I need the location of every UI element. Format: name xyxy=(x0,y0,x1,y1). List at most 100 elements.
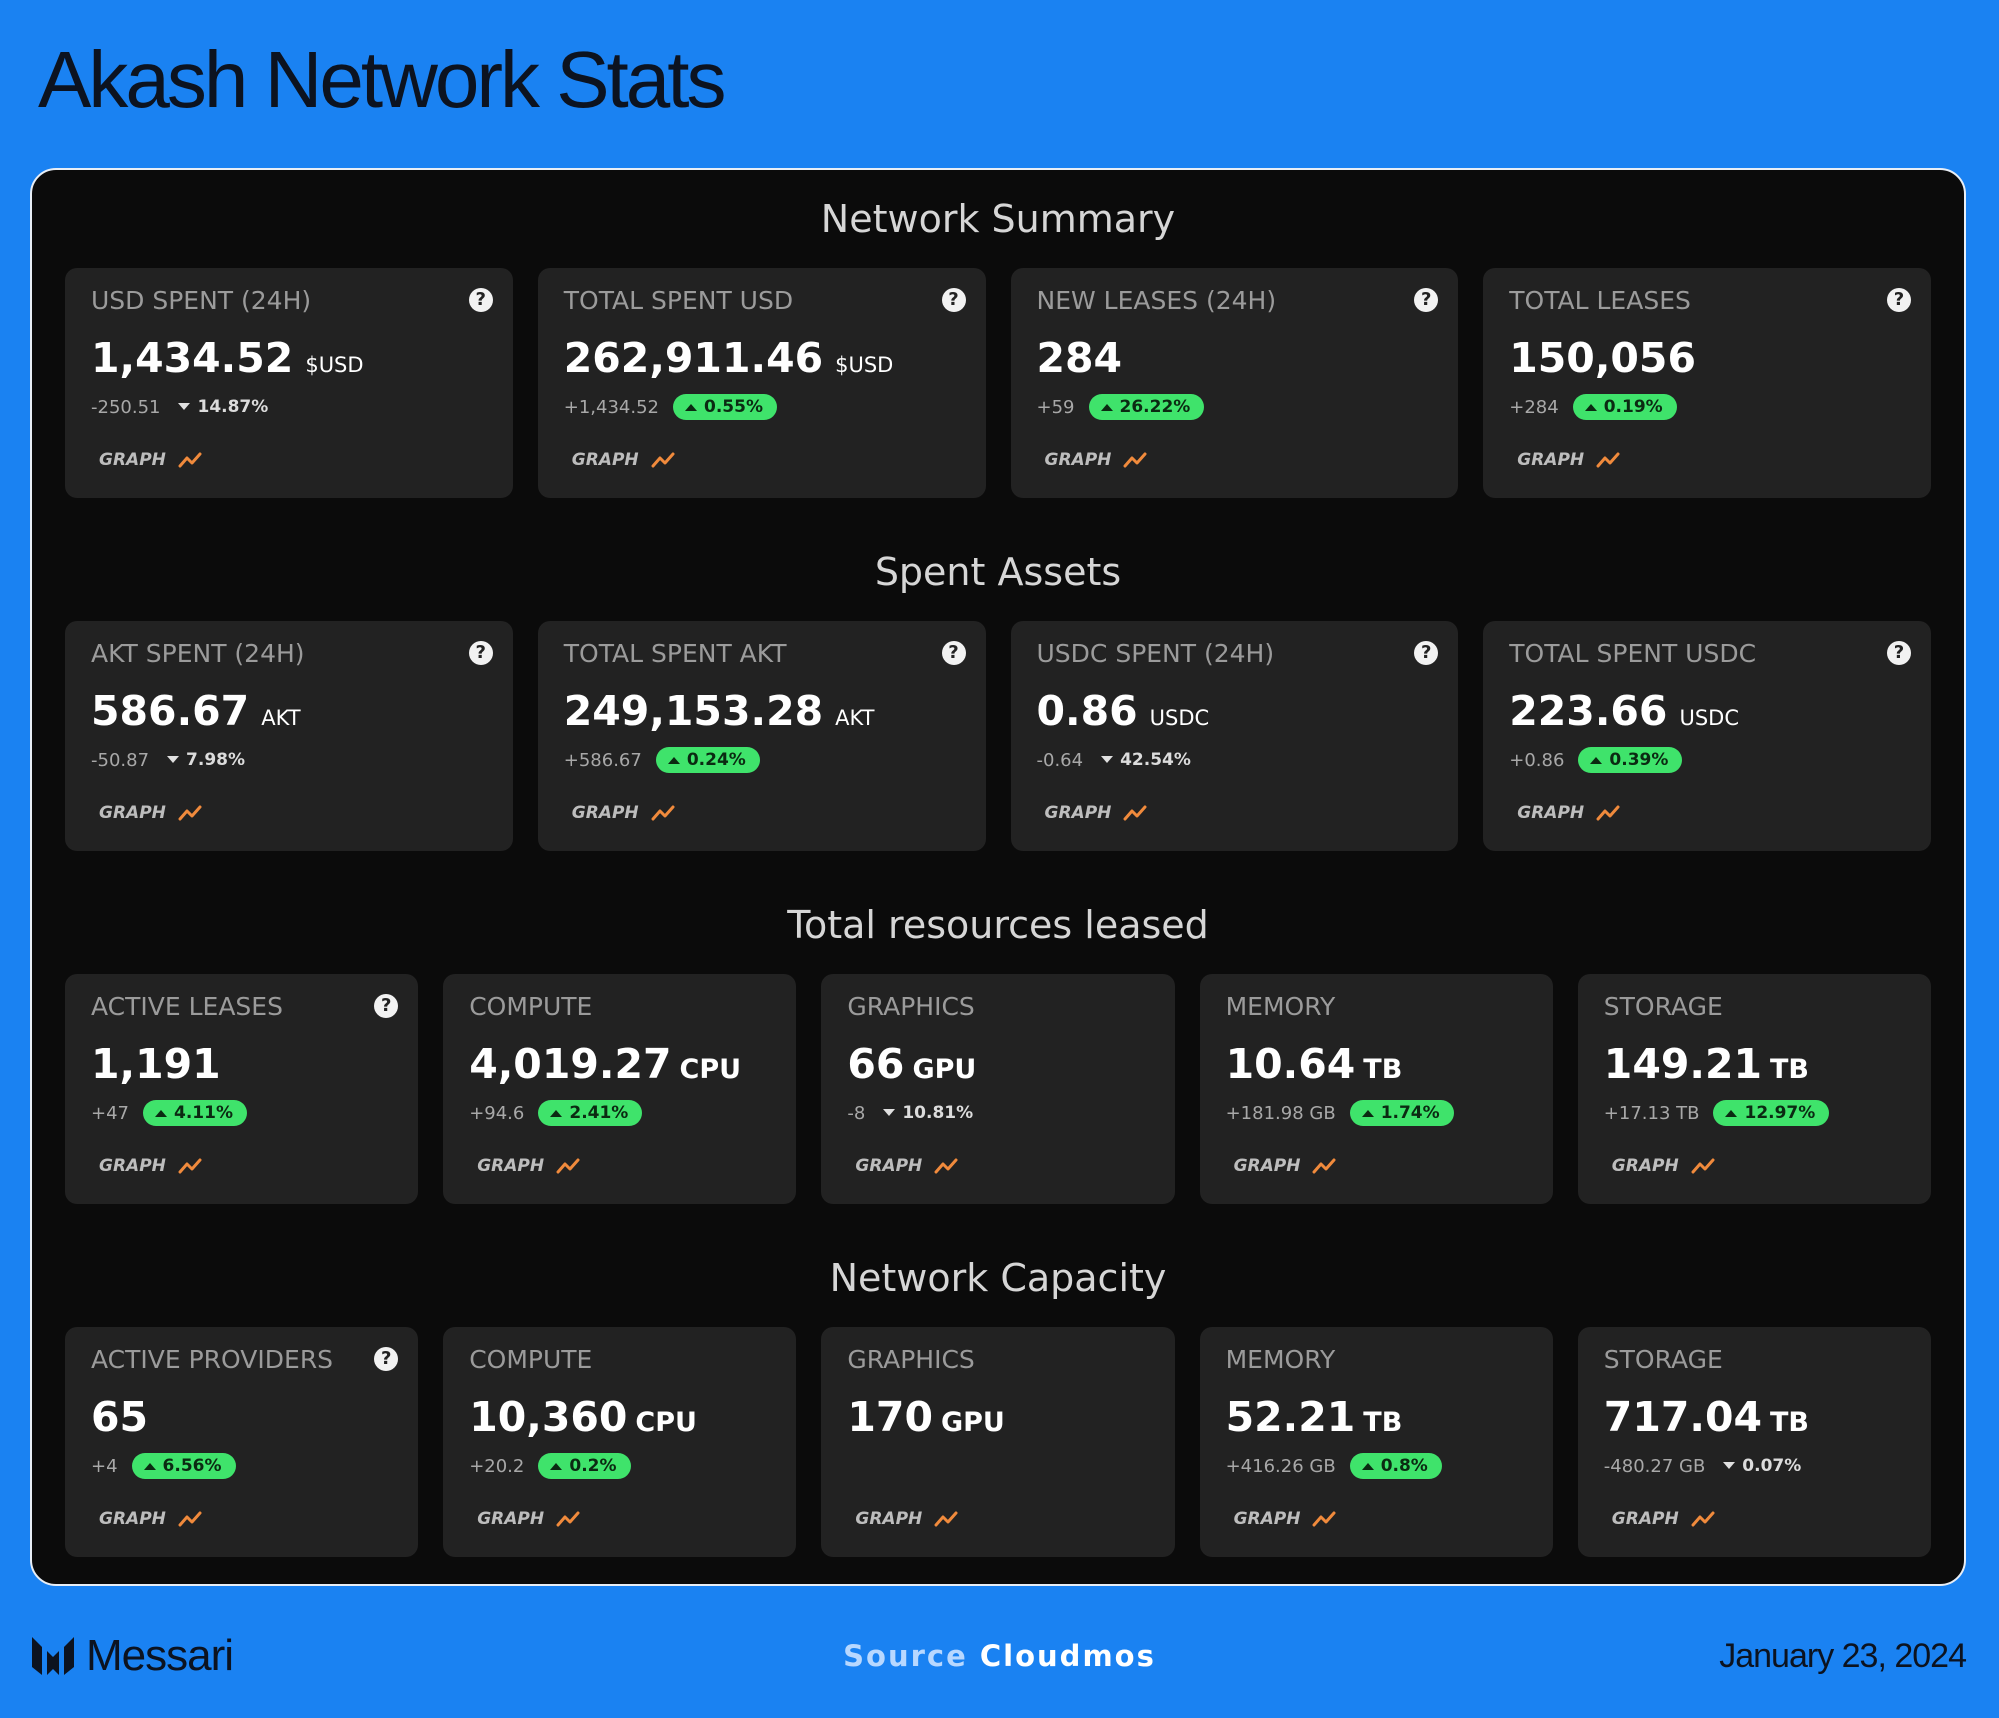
graph-link-text[interactable]: GRAPH xyxy=(99,803,166,823)
change-percent: 42.54% xyxy=(1120,750,1191,770)
stat-card: COMPUTE 10,360 CPU +20.2 0.2% GRAPH xyxy=(443,1327,797,1557)
page-title: Akash Network Stats xyxy=(38,35,726,124)
stat-card: MEMORY 10.64 TB +181.98 GB 1.74% GRAPH xyxy=(1199,974,1553,1204)
graph-link[interactable]: GRAPH xyxy=(1045,450,1148,470)
graph-link[interactable]: GRAPH xyxy=(855,1156,958,1176)
change-percent: 10.81% xyxy=(902,1103,974,1123)
help-icon[interactable]: ? xyxy=(374,994,399,1018)
stat-change-row: +59 26.22% xyxy=(1037,394,1205,420)
graph-link[interactable]: GRAPH xyxy=(1612,1509,1715,1529)
graph-link[interactable]: GRAPH xyxy=(1234,1509,1337,1529)
stat-label: TOTAL SPENT USDC xyxy=(1509,639,1757,668)
trend-up-arrow xyxy=(1725,1110,1738,1117)
help-icon[interactable]: ? xyxy=(468,288,493,312)
help-icon[interactable]: ? xyxy=(468,641,493,665)
help-icon[interactable]: ? xyxy=(941,288,966,312)
graph-link-text[interactable]: GRAPH xyxy=(1611,1156,1679,1176)
stat-value: 65 xyxy=(91,1393,149,1441)
graph-link-text[interactable]: GRAPH xyxy=(99,1509,166,1529)
stat-value-row: 149.21 TB xyxy=(1604,1040,1809,1088)
stat-value-row: 717.04 TB xyxy=(1604,1393,1809,1441)
graph-link[interactable]: GRAPH xyxy=(99,1509,202,1529)
section-title: Network Summary xyxy=(820,197,1176,241)
date: January 23, 2024 xyxy=(1719,1637,1967,1675)
graph-link-text[interactable]: GRAPH xyxy=(1517,803,1585,823)
graph-link[interactable]: GRAPH xyxy=(477,1156,580,1176)
section: Network Summary USD SPENT (24H)? 1,434.52 $… xyxy=(32,170,1964,498)
stat-change: +20.2 xyxy=(469,1455,525,1477)
stat-change: +47 xyxy=(91,1102,129,1124)
stat-value: 0.86 xyxy=(1036,687,1138,735)
graph-link[interactable]: GRAPH xyxy=(99,1156,202,1176)
graph-link-text[interactable]: GRAPH xyxy=(571,803,639,823)
trend-up-arrow xyxy=(1361,1110,1374,1117)
graph-link-text[interactable]: GRAPH xyxy=(99,1156,166,1176)
change-badge: 1.74% xyxy=(1349,1100,1454,1126)
help-icon[interactable]: ? xyxy=(941,641,966,665)
stat-label: USDC SPENT (24H) xyxy=(1036,639,1275,668)
stat-value: 150,056 xyxy=(1509,334,1696,382)
stat-value-row: 1,434.52 $USD xyxy=(91,334,364,382)
graph-link-text[interactable]: GRAPH xyxy=(571,450,639,470)
change-badge: 0.2% xyxy=(538,1453,631,1479)
graph-link[interactable]: GRAPH xyxy=(1234,1156,1337,1176)
graph-link-text[interactable]: GRAPH xyxy=(99,450,166,470)
graph-icon xyxy=(178,805,202,821)
help-icon[interactable]: ? xyxy=(1887,641,1911,665)
graph-link[interactable]: GRAPH xyxy=(1517,803,1620,823)
brand-name: Messari xyxy=(86,1631,234,1680)
graph-link[interactable]: GRAPH xyxy=(572,450,675,470)
change-percent: 0.24% xyxy=(686,750,746,770)
stat-change: +17.13 TB xyxy=(1603,1102,1700,1124)
stat-change: -50.87 xyxy=(91,749,150,771)
stat-change: +4 xyxy=(91,1455,118,1477)
section-title: Total resources leased xyxy=(787,903,1209,947)
stat-change-row: +47 4.11% xyxy=(91,1100,247,1126)
graph-link-text[interactable]: GRAPH xyxy=(1233,1509,1301,1529)
stat-value: 717.04 xyxy=(1603,1393,1763,1441)
trend-down-arrow xyxy=(178,403,191,410)
brand-logo xyxy=(32,1637,74,1675)
graph-link-text[interactable]: GRAPH xyxy=(855,1156,923,1176)
help-icon[interactable]: ? xyxy=(1414,288,1439,312)
section: Spent Assets AKT SPENT (24H)? 586.67 AKT -50… xyxy=(32,523,1964,851)
stat-label: GRAPHICS xyxy=(847,992,975,1021)
graph-link[interactable]: GRAPH xyxy=(99,450,202,470)
stat-change-row: +586.67 0.24% xyxy=(564,747,760,773)
stat-card: NEW LEASES (24H)? 284 +59 26.22% GRAPH xyxy=(1010,268,1459,498)
graph-link-text[interactable]: GRAPH xyxy=(1044,803,1112,823)
graph-icon xyxy=(934,1158,958,1174)
trend-up-arrow xyxy=(667,757,680,764)
graph-link[interactable]: GRAPH xyxy=(572,803,675,823)
graph-link-text[interactable]: GRAPH xyxy=(477,1156,545,1176)
graph-link-text[interactable]: GRAPH xyxy=(477,1509,545,1529)
stat-change-row: +20.2 0.2% xyxy=(469,1453,631,1479)
graph-link[interactable]: GRAPH xyxy=(1612,1156,1715,1176)
card-grid: ACTIVE PROVIDERS? 65 +4 6.56% GRAPH COMPUTE 10… xyxy=(65,1327,1931,1557)
change-percent: 0.2% xyxy=(569,1456,617,1476)
footer: Messari Source Cloudmos January 23, 2024 xyxy=(0,1625,1999,1685)
stat-card: ACTIVE LEASES? 1,191 +47 4.11% GRAPH xyxy=(65,974,419,1204)
stat-value-row: 0.86 USDC xyxy=(1037,687,1210,735)
graph-link[interactable]: GRAPH xyxy=(855,1509,958,1529)
graph-link-text[interactable]: GRAPH xyxy=(855,1509,923,1529)
stat-value: 149.21 xyxy=(1603,1040,1763,1088)
stat-label: ACTIVE LEASES xyxy=(91,992,283,1021)
source-name: Cloudmos xyxy=(979,1639,1156,1673)
stat-label: ACTIVE PROVIDERS xyxy=(91,1345,334,1374)
stat-card: ACTIVE PROVIDERS? 65 +4 6.56% GRAPH xyxy=(65,1327,419,1557)
graph-link[interactable]: GRAPH xyxy=(99,803,202,823)
stat-change: -8 xyxy=(847,1102,866,1124)
graph-link-text[interactable]: GRAPH xyxy=(1233,1156,1301,1176)
help-icon[interactable]: ? xyxy=(374,1347,399,1371)
graph-link[interactable]: GRAPH xyxy=(1517,450,1620,470)
graph-link-text[interactable]: GRAPH xyxy=(1611,1509,1679,1529)
graph-link-text[interactable]: GRAPH xyxy=(1044,450,1112,470)
graph-link[interactable]: GRAPH xyxy=(1045,803,1148,823)
help-icon[interactable]: ? xyxy=(1887,288,1911,312)
stat-label: MEMORY xyxy=(1225,1345,1336,1374)
graph-link-text[interactable]: GRAPH xyxy=(1517,450,1585,470)
graph-link[interactable]: GRAPH xyxy=(477,1509,580,1529)
stat-unit: $USD xyxy=(305,353,364,377)
help-icon[interactable]: ? xyxy=(1414,641,1439,665)
